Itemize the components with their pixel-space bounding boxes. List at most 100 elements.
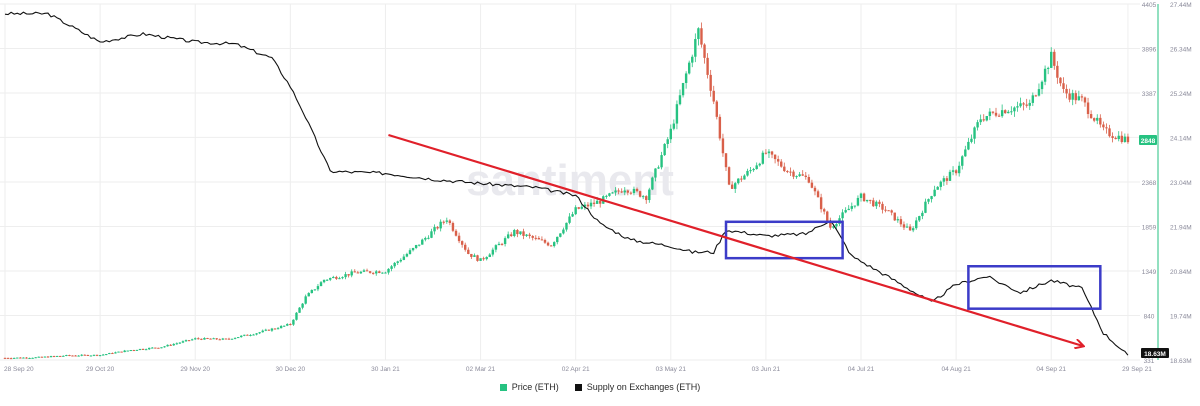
candle-body [743, 175, 746, 180]
current-supply-badge [1141, 348, 1169, 358]
candle-body [488, 254, 491, 258]
candle-body [761, 152, 765, 164]
candle-body [55, 355, 59, 357]
candle-body [89, 355, 93, 357]
candle-body [1034, 95, 1038, 97]
chart-legend: Price (ETH) Supply on Exchanges (ETH) [0, 382, 1200, 392]
candle-body [261, 330, 264, 333]
candle-body [1117, 135, 1120, 140]
candle-body [979, 119, 982, 123]
candle-body [1062, 83, 1065, 89]
candle-body [1080, 96, 1084, 98]
candle-body [95, 354, 99, 356]
x-tick-label: 29 Nov 20 [180, 366, 210, 373]
candle-body [98, 355, 102, 357]
x-tick-label: 04 Aug 21 [941, 366, 971, 373]
price-tick-label: 1859 [1142, 224, 1157, 231]
candle-body [819, 197, 823, 210]
highlight-box-1 [724, 220, 844, 260]
candle-body [721, 138, 725, 154]
candle-body [562, 229, 565, 234]
candle-body [325, 279, 329, 281]
candle-body [1056, 65, 1059, 78]
candle-body [908, 226, 912, 231]
candle-body [878, 201, 881, 204]
candle-body [252, 334, 255, 336]
candle-body [9, 358, 13, 360]
candle-body [954, 170, 958, 174]
candle-body [442, 221, 445, 223]
candle-body [976, 122, 979, 128]
candle-body [565, 222, 568, 230]
candle-body [549, 245, 553, 247]
candle-body [964, 149, 967, 157]
x-tick-label: 02 Apr 21 [562, 366, 590, 373]
supply-line [4, 11, 1129, 356]
price-tick-label: 840 [1144, 314, 1155, 321]
candle-body [945, 178, 949, 181]
supply-tick-label: 20.84M [1170, 269, 1192, 276]
candle-body [224, 338, 228, 340]
candle-body [194, 338, 197, 340]
candle-body [187, 340, 191, 342]
candle-body [197, 338, 200, 340]
x-tick-label: 03 May 21 [656, 366, 687, 373]
candle-body [464, 244, 467, 250]
candle-body [592, 202, 596, 204]
candle-body [479, 258, 482, 261]
candle-body [571, 214, 574, 217]
candle-body [286, 324, 289, 326]
candle-body [826, 211, 829, 221]
candle-body [641, 196, 645, 198]
candle-body [341, 277, 344, 279]
legend-item-price[interactable]: Price (ETH) [499, 382, 559, 392]
candle-body [970, 138, 973, 142]
candle-body [773, 154, 777, 160]
candle-body [126, 350, 129, 352]
price-candles [3, 22, 1130, 360]
candle-body [322, 279, 326, 283]
candle-body [1000, 110, 1004, 117]
x-tick-label: 29 Oct 20 [86, 366, 115, 373]
candle-body [393, 262, 396, 267]
candle-body [405, 253, 409, 257]
candle-body [595, 200, 599, 204]
candle-body [528, 234, 531, 237]
candle-body [282, 325, 286, 327]
candle-body [436, 227, 439, 229]
candle-body [454, 230, 458, 236]
candle-body [215, 338, 218, 340]
candle-body [399, 259, 402, 262]
candle-body [816, 191, 820, 198]
candle-body [706, 57, 709, 75]
candle-body [206, 338, 209, 340]
candle-body [902, 224, 906, 228]
candle-body [915, 220, 918, 229]
candle-body [190, 339, 194, 341]
candle-body [951, 170, 955, 172]
candle-body [789, 171, 792, 173]
candle-body [939, 181, 942, 187]
candle-body [427, 237, 430, 239]
candle-body [68, 355, 71, 357]
candle-body [209, 338, 212, 340]
candle-body [767, 151, 771, 154]
candle-body [608, 193, 611, 196]
candle-body [556, 236, 559, 243]
candle-body [632, 188, 636, 194]
candle-body [40, 356, 44, 358]
legend-item-supply[interactable]: Supply on Exchanges (ETH) [574, 382, 700, 392]
candle-body [1046, 67, 1050, 69]
price-tick-label: 4405 [1142, 2, 1157, 9]
candle-body [694, 39, 697, 57]
candle-body [918, 216, 921, 221]
candle-body [74, 355, 77, 357]
candle-body [338, 278, 341, 280]
candle-body [1123, 136, 1127, 143]
x-tick-label: 04 Jul 21 [848, 366, 875, 373]
candle-body [390, 266, 393, 269]
x-tick-label: 04 Sep 21 [1036, 366, 1066, 373]
candle-body [1086, 102, 1090, 115]
candle-body [1114, 137, 1117, 140]
price-tick-label: 3896 [1142, 46, 1157, 53]
